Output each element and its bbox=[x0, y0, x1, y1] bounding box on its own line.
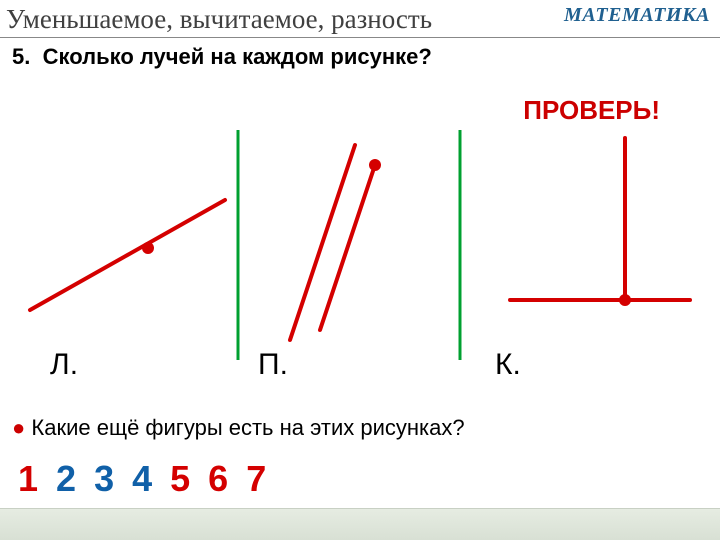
number-option[interactable]: 4 bbox=[132, 458, 152, 500]
figures-canvas bbox=[0, 120, 720, 380]
ray-line bbox=[290, 145, 355, 340]
sub-question: ● Какие ещё фигуры есть на этих рисунках… bbox=[12, 415, 465, 441]
ray-line bbox=[320, 165, 375, 330]
subject-label: МАТЕМАТИКА bbox=[564, 4, 710, 27]
sub-question-text: Какие ещё фигуры есть на этих рисунках? bbox=[31, 415, 464, 440]
point-dot bbox=[142, 242, 154, 254]
question-text: Сколько лучей на каждом рисунке? bbox=[43, 44, 432, 69]
point-dot bbox=[369, 159, 381, 171]
page-title: Уменьшаемое, вычитаемое, разность bbox=[6, 4, 432, 35]
number-option[interactable]: 5 bbox=[170, 458, 190, 500]
figure-label: Л. bbox=[50, 348, 78, 382]
question-number: 5. bbox=[12, 44, 30, 69]
figure-label: П. bbox=[258, 348, 288, 382]
main-question: 5. Сколько лучей на каждом рисунке? bbox=[0, 38, 720, 70]
figure-label: К. bbox=[495, 348, 521, 382]
point-dot bbox=[619, 294, 631, 306]
footer-band bbox=[0, 508, 720, 540]
numbers-row: 1234567 bbox=[18, 458, 266, 500]
number-option[interactable]: 3 bbox=[94, 458, 114, 500]
number-option[interactable]: 1 bbox=[18, 458, 38, 500]
ray-line bbox=[30, 200, 225, 310]
number-option[interactable]: 2 bbox=[56, 458, 76, 500]
header: Уменьшаемое, вычитаемое, разность МАТЕМА… bbox=[0, 0, 720, 35]
bullet-icon: ● bbox=[12, 415, 25, 440]
number-option[interactable]: 7 bbox=[246, 458, 266, 500]
number-option[interactable]: 6 bbox=[208, 458, 228, 500]
